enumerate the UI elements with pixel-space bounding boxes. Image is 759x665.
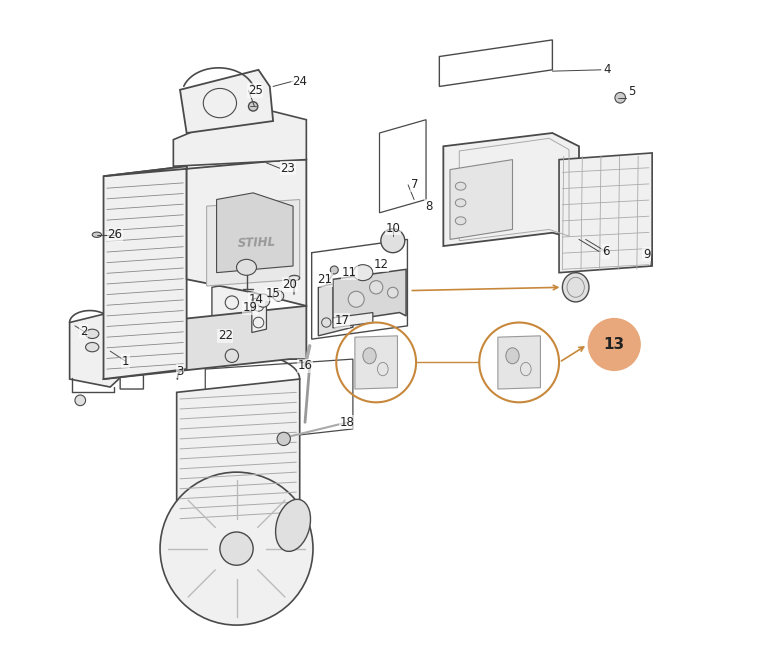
Ellipse shape — [277, 432, 291, 446]
Text: 23: 23 — [280, 162, 295, 175]
Ellipse shape — [505, 348, 519, 364]
Text: 8: 8 — [425, 200, 433, 213]
Polygon shape — [177, 379, 300, 535]
Polygon shape — [103, 306, 307, 379]
Polygon shape — [212, 279, 259, 367]
Text: 6: 6 — [602, 245, 609, 258]
Polygon shape — [103, 160, 307, 306]
Ellipse shape — [388, 287, 398, 298]
Polygon shape — [206, 200, 300, 286]
Ellipse shape — [220, 532, 254, 565]
Text: 1: 1 — [121, 354, 129, 368]
Polygon shape — [180, 70, 273, 133]
Ellipse shape — [273, 291, 284, 301]
Text: 21: 21 — [317, 273, 332, 286]
Ellipse shape — [562, 273, 589, 302]
Ellipse shape — [248, 102, 258, 111]
Ellipse shape — [257, 294, 269, 307]
Circle shape — [587, 318, 641, 371]
Polygon shape — [333, 269, 406, 323]
Polygon shape — [103, 166, 187, 379]
Polygon shape — [443, 133, 579, 246]
Circle shape — [160, 472, 313, 625]
Ellipse shape — [615, 92, 625, 103]
Text: 2: 2 — [80, 325, 87, 338]
Ellipse shape — [381, 229, 405, 253]
Text: 16: 16 — [298, 359, 313, 372]
Text: 13: 13 — [603, 337, 625, 352]
Text: 20: 20 — [282, 278, 298, 291]
Text: 19: 19 — [242, 301, 257, 315]
Ellipse shape — [75, 395, 86, 406]
Polygon shape — [252, 296, 266, 332]
Ellipse shape — [289, 275, 300, 281]
Ellipse shape — [86, 342, 99, 352]
Polygon shape — [173, 106, 307, 166]
Text: 17: 17 — [335, 314, 350, 327]
Polygon shape — [70, 313, 119, 387]
Ellipse shape — [455, 182, 466, 190]
Text: 22: 22 — [218, 329, 233, 342]
Polygon shape — [216, 193, 293, 273]
Ellipse shape — [93, 232, 102, 237]
Text: 4: 4 — [604, 63, 611, 76]
Polygon shape — [333, 313, 373, 328]
Polygon shape — [355, 336, 398, 389]
Text: 5: 5 — [628, 85, 636, 98]
Ellipse shape — [237, 259, 257, 275]
Ellipse shape — [348, 291, 364, 307]
Text: 24: 24 — [292, 74, 307, 88]
Ellipse shape — [455, 199, 466, 207]
Text: 26: 26 — [107, 228, 122, 241]
Ellipse shape — [363, 348, 376, 364]
Text: 11: 11 — [342, 266, 357, 279]
Text: 7: 7 — [411, 178, 418, 192]
Text: 18: 18 — [340, 416, 355, 429]
Text: 12: 12 — [373, 258, 389, 271]
Ellipse shape — [276, 499, 310, 551]
Ellipse shape — [370, 281, 383, 294]
Text: 9: 9 — [643, 247, 650, 261]
Text: 25: 25 — [247, 84, 263, 97]
Text: STIHL: STIHL — [237, 235, 276, 250]
Text: 10: 10 — [386, 221, 400, 235]
Ellipse shape — [86, 329, 99, 338]
Polygon shape — [559, 153, 652, 273]
Polygon shape — [450, 160, 512, 239]
Text: 15: 15 — [266, 287, 281, 301]
Ellipse shape — [455, 217, 466, 225]
Text: 3: 3 — [176, 364, 184, 378]
Ellipse shape — [353, 265, 373, 281]
Polygon shape — [318, 279, 353, 336]
Ellipse shape — [330, 266, 339, 274]
Text: 14: 14 — [249, 293, 264, 306]
Polygon shape — [498, 336, 540, 389]
